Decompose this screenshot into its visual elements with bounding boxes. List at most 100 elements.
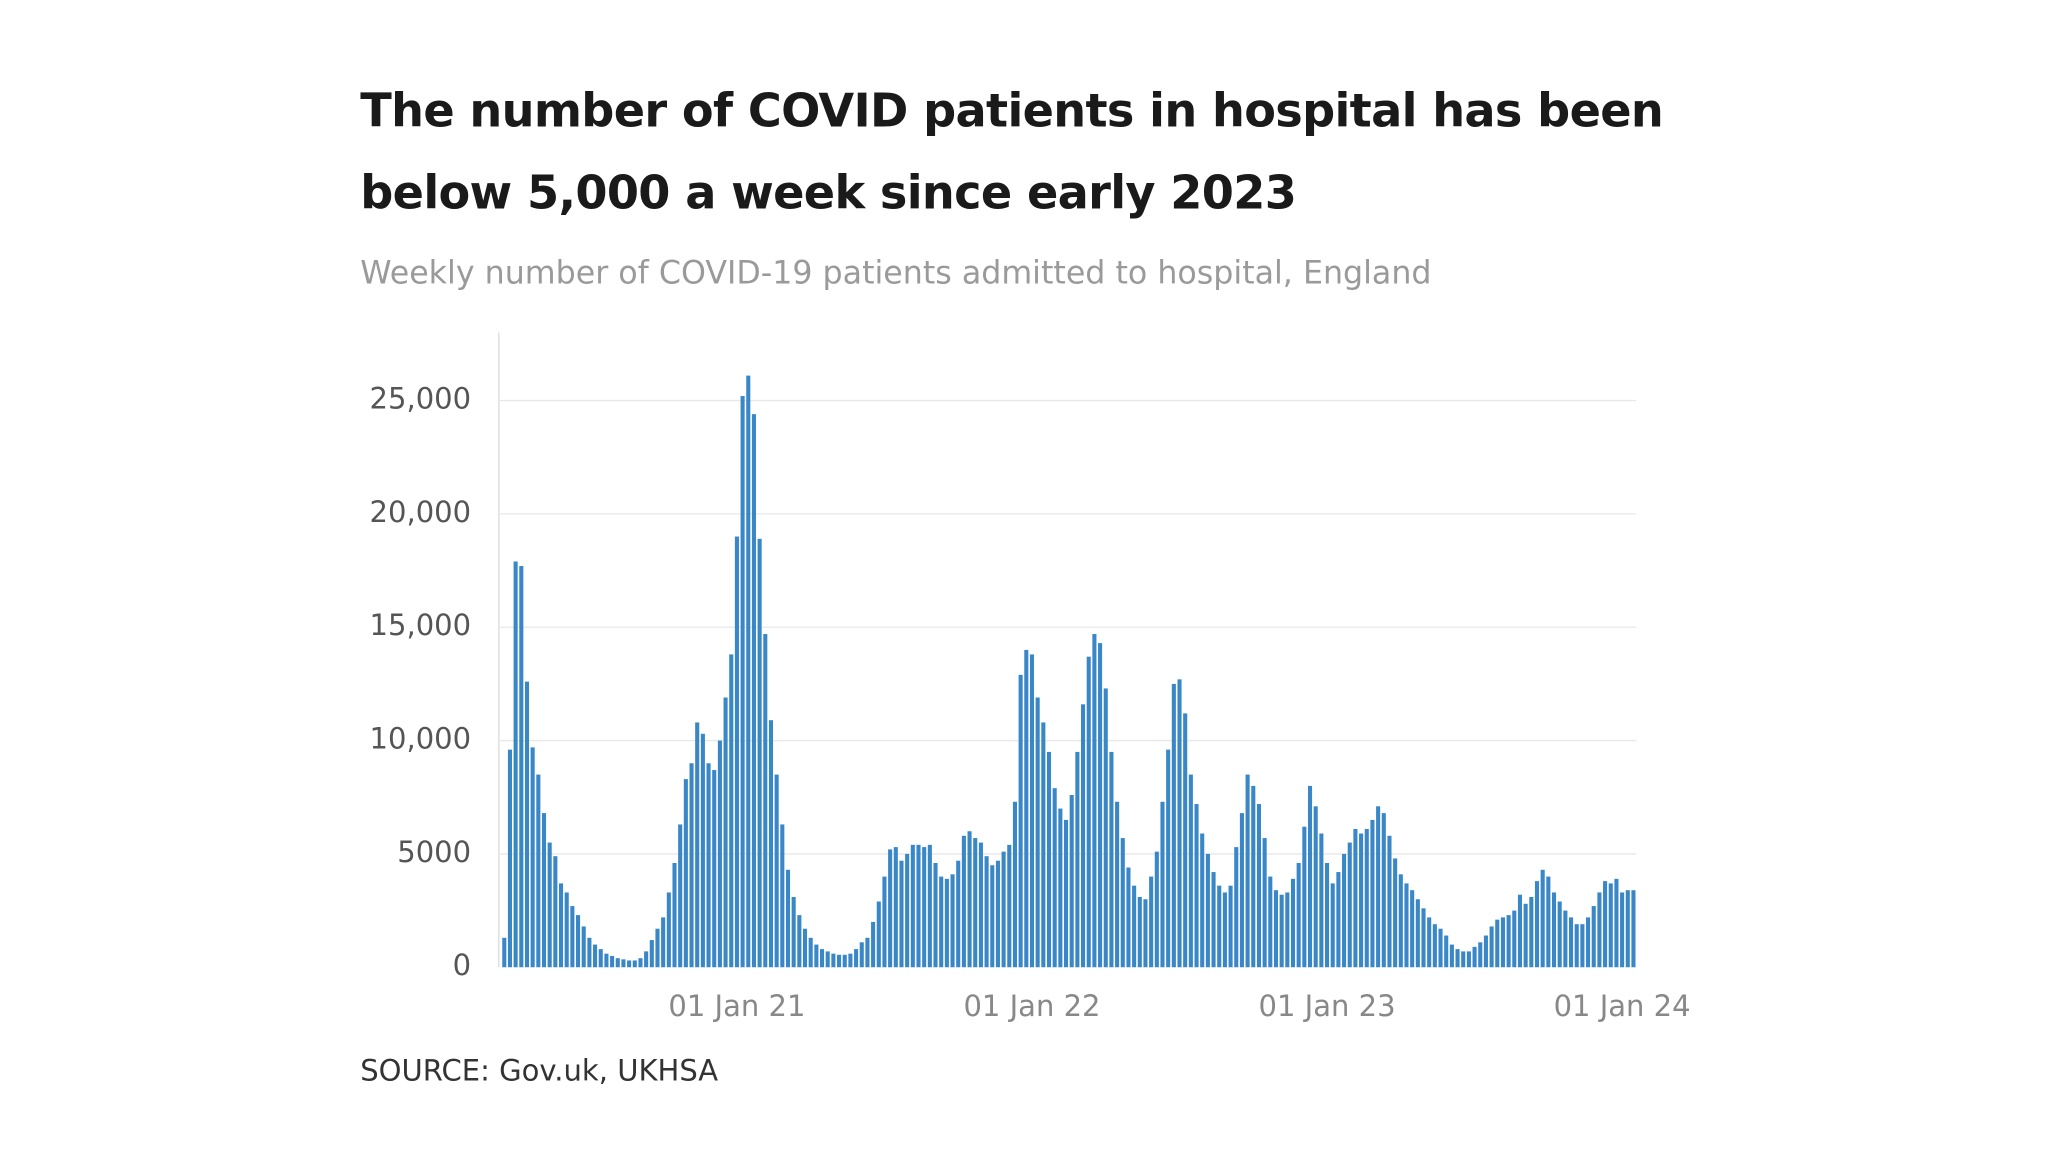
bar — [757, 538, 762, 968]
bar — [564, 892, 569, 968]
bar — [1319, 833, 1324, 968]
bar — [1245, 774, 1250, 968]
bar — [666, 892, 671, 968]
bar — [1126, 867, 1131, 968]
bar — [916, 844, 921, 968]
bar — [1029, 654, 1035, 968]
bar — [1143, 899, 1148, 968]
bar — [825, 951, 830, 968]
bar — [785, 869, 791, 968]
y-tick-label: 25,000 — [370, 382, 472, 416]
bar — [570, 906, 575, 968]
bar — [1359, 833, 1364, 968]
x-tick-label: 01 Jan 21 — [668, 989, 805, 1023]
x-tick-label: 01 Jan 23 — [1259, 989, 1396, 1023]
bar — [712, 770, 717, 968]
bar — [1205, 853, 1210, 968]
bar — [1120, 838, 1125, 968]
bar — [837, 954, 842, 968]
bar — [1012, 801, 1018, 968]
bar — [1290, 878, 1296, 968]
bar — [1024, 649, 1029, 968]
bar — [1234, 847, 1239, 968]
bar — [899, 860, 904, 968]
bar — [1307, 785, 1313, 968]
bar — [1625, 890, 1630, 968]
y-tick-label: 5000 — [397, 835, 471, 869]
y-tick-label: 10,000 — [370, 722, 472, 756]
bar — [905, 853, 910, 968]
bar — [683, 779, 688, 968]
bar — [507, 749, 512, 968]
bar — [1472, 946, 1477, 968]
bar — [1620, 892, 1625, 968]
bar — [1313, 806, 1318, 968]
bar — [1557, 901, 1562, 968]
bar — [638, 958, 643, 968]
bar — [1188, 774, 1193, 968]
bar — [1098, 643, 1103, 968]
bar — [593, 944, 598, 968]
bar — [689, 763, 694, 968]
bar — [791, 896, 796, 968]
bar — [1534, 881, 1540, 968]
bar — [1387, 835, 1392, 968]
bar — [1092, 634, 1097, 968]
bar — [990, 865, 995, 968]
bar — [700, 733, 705, 968]
bar — [734, 536, 739, 968]
y-tick-label: 15,000 — [370, 608, 472, 642]
bar — [944, 878, 949, 968]
bar — [553, 856, 558, 968]
bar — [644, 951, 649, 968]
bar — [1495, 919, 1500, 968]
y-tick-label: 20,000 — [370, 495, 472, 529]
bar — [1109, 751, 1114, 968]
bar — [848, 953, 853, 968]
bar — [797, 915, 802, 968]
bar — [678, 824, 683, 968]
bar — [1393, 858, 1398, 968]
bar — [1041, 722, 1046, 968]
bar — [973, 838, 978, 968]
bar — [1103, 688, 1108, 968]
bar — [1166, 749, 1171, 968]
bar — [774, 774, 779, 968]
bar — [961, 835, 966, 968]
x-tick-label: 01 Jan 22 — [963, 989, 1100, 1023]
bar — [1461, 951, 1466, 968]
bar — [1444, 935, 1449, 968]
bar — [1540, 869, 1545, 968]
bar — [695, 722, 700, 968]
bar — [1132, 885, 1137, 968]
bar — [661, 917, 666, 968]
bar — [1183, 713, 1188, 968]
bar — [1603, 881, 1608, 968]
bar — [831, 953, 836, 968]
bar — [1404, 883, 1409, 968]
bar — [1251, 785, 1256, 968]
bar — [1035, 697, 1040, 968]
bar — [768, 720, 774, 968]
bar — [819, 949, 825, 968]
bar — [717, 740, 722, 968]
bar — [576, 915, 581, 968]
bar — [706, 763, 711, 968]
bar — [547, 842, 552, 968]
bar — [984, 856, 989, 968]
bar — [1001, 851, 1006, 968]
bar — [1427, 917, 1432, 968]
bar — [1517, 894, 1523, 968]
bar — [1075, 751, 1080, 968]
bar — [927, 844, 932, 968]
bar — [1529, 896, 1534, 968]
bar — [1217, 885, 1222, 968]
bar — [1500, 917, 1505, 968]
bar — [723, 697, 728, 968]
bar — [632, 960, 637, 968]
bar — [871, 921, 876, 968]
bar — [1154, 851, 1159, 968]
bar — [1449, 944, 1454, 968]
